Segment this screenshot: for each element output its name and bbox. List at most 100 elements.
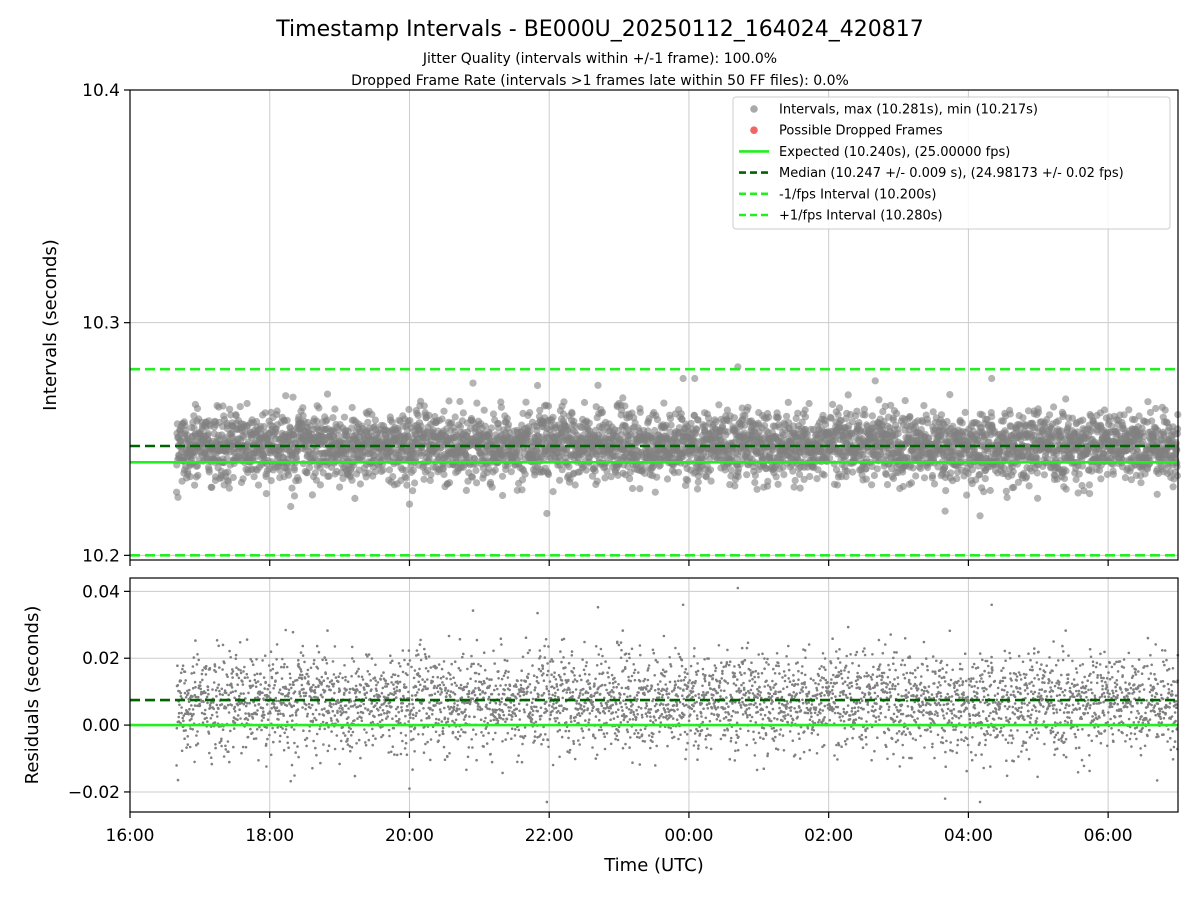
interval-point xyxy=(316,481,324,489)
residual-point xyxy=(260,719,264,722)
residual-point xyxy=(278,688,282,691)
interval-point xyxy=(425,411,433,419)
residual-point xyxy=(263,654,267,657)
interval-point xyxy=(426,476,434,485)
residual-point xyxy=(268,691,272,694)
interval-point xyxy=(593,477,601,485)
residual-point xyxy=(270,707,274,710)
interval-point xyxy=(427,471,435,479)
residual-point xyxy=(248,714,251,718)
residual-point xyxy=(239,692,243,695)
interval-point xyxy=(186,473,194,481)
interval-point xyxy=(438,415,446,423)
residual-point xyxy=(183,670,187,673)
interval-point xyxy=(403,481,411,489)
residual-point xyxy=(221,693,224,697)
residual-point xyxy=(273,683,276,687)
residual-point xyxy=(282,714,286,717)
interval-point xyxy=(497,403,505,411)
interval-point xyxy=(621,402,629,410)
residual-point xyxy=(283,662,286,666)
interval-point xyxy=(1062,485,1070,493)
residual-point xyxy=(292,683,295,686)
interval-point xyxy=(459,409,467,417)
interval-point xyxy=(191,481,199,489)
residual-point xyxy=(265,703,269,706)
interval-point xyxy=(1003,493,1011,502)
residual-point xyxy=(246,676,249,679)
interval-point xyxy=(229,473,237,482)
residual-point xyxy=(285,665,289,669)
interval-point xyxy=(412,455,420,463)
residual-point xyxy=(182,719,185,723)
residual-point xyxy=(184,679,187,682)
residual-point xyxy=(218,692,222,696)
residual-point xyxy=(296,708,300,711)
residual-point xyxy=(285,704,289,707)
interval-point xyxy=(225,484,233,492)
interval-point xyxy=(1173,446,1181,454)
interval-point xyxy=(981,475,989,483)
interval-point xyxy=(472,466,480,474)
residual-point xyxy=(263,713,266,717)
residual-point xyxy=(246,718,250,721)
interval-point xyxy=(1075,470,1083,478)
residual-point xyxy=(296,701,299,704)
interval-point xyxy=(791,476,799,485)
residual-point xyxy=(183,737,186,740)
residual-point xyxy=(234,657,238,660)
interval-point xyxy=(305,464,314,472)
interval-point xyxy=(691,374,699,383)
residual-point xyxy=(270,676,274,680)
interval-point xyxy=(311,469,319,477)
residual-point xyxy=(249,727,252,731)
residual-point xyxy=(231,690,235,694)
residual-point xyxy=(220,687,224,691)
chart-title: Timestamp Intervals - BE000U_20250112_16… xyxy=(275,17,923,42)
residual-point xyxy=(230,703,233,707)
interval-point xyxy=(406,417,414,425)
residual-point xyxy=(221,668,224,671)
interval-point xyxy=(853,407,861,415)
residual-point xyxy=(226,740,230,743)
interval-point xyxy=(1173,463,1181,471)
residual-point xyxy=(195,734,198,737)
residual-point xyxy=(285,687,288,691)
interval-point xyxy=(282,392,290,400)
interval-point xyxy=(796,484,804,492)
interval-point xyxy=(674,468,683,476)
interval-point xyxy=(440,407,448,415)
residual-point xyxy=(291,719,294,722)
residual-point xyxy=(191,695,194,698)
interval-point xyxy=(684,476,692,484)
residual-point xyxy=(231,670,235,673)
residual-point xyxy=(256,709,259,712)
interval-point xyxy=(348,424,356,432)
interval-point xyxy=(582,466,590,474)
residual-point xyxy=(274,679,277,682)
residual-point xyxy=(250,660,254,663)
residual-point xyxy=(277,699,281,703)
interval-point xyxy=(289,393,297,401)
residual-point xyxy=(229,656,232,659)
interval-point xyxy=(1062,467,1070,475)
residual-point xyxy=(185,746,188,749)
residual-point xyxy=(262,710,265,713)
residual-point xyxy=(214,688,218,692)
residual-point xyxy=(179,679,183,683)
interval-point xyxy=(912,472,920,480)
interval-point xyxy=(727,466,735,474)
interval-point xyxy=(299,412,307,420)
residual-point xyxy=(215,695,218,698)
interval-point xyxy=(1040,471,1048,479)
residual-point xyxy=(184,696,188,699)
interval-point xyxy=(356,480,364,488)
residual-point xyxy=(234,653,238,657)
interval-point xyxy=(409,466,417,474)
residual-point xyxy=(186,743,190,746)
residual-point xyxy=(253,678,257,682)
residual-point xyxy=(239,717,242,720)
residual-point xyxy=(251,731,254,735)
interval-point xyxy=(1100,406,1109,414)
residual-point xyxy=(209,706,212,709)
